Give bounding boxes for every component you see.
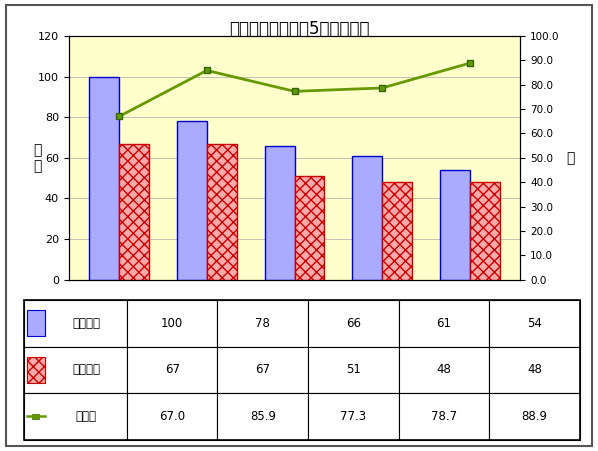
Text: 78.7: 78.7 xyxy=(431,410,457,423)
Text: 85.9: 85.9 xyxy=(250,410,276,423)
Text: 51: 51 xyxy=(346,364,361,376)
Text: 48: 48 xyxy=(527,364,542,376)
Text: 67.0: 67.0 xyxy=(159,410,185,423)
Y-axis label: 率: 率 xyxy=(566,151,575,165)
Text: 検挙件数: 検挙件数 xyxy=(72,364,100,376)
Text: 67: 67 xyxy=(255,364,270,376)
Bar xyxy=(89,77,119,280)
Bar xyxy=(382,182,412,280)
Text: 12月末: 12月末 xyxy=(280,324,309,337)
Text: 88.9: 88.9 xyxy=(521,410,548,423)
Text: 12月末: 12月末 xyxy=(368,324,396,337)
Text: 平成25年: 平成25年 xyxy=(101,308,137,321)
Text: 54: 54 xyxy=(527,317,542,330)
Bar xyxy=(352,156,382,280)
Bar xyxy=(470,182,500,280)
Text: 66: 66 xyxy=(346,317,361,330)
Bar xyxy=(440,170,470,280)
Text: 12月末: 12月末 xyxy=(193,324,221,337)
Y-axis label: 件
数: 件 数 xyxy=(33,143,41,173)
Text: 認知・検挙の過去5箇年の推移: 認知・検挙の過去5箇年の推移 xyxy=(229,20,369,38)
Bar xyxy=(119,143,149,280)
Text: 12月末: 12月末 xyxy=(105,324,133,337)
Bar xyxy=(177,121,207,280)
Text: 認知件数: 認知件数 xyxy=(72,317,100,330)
Text: 78: 78 xyxy=(255,317,270,330)
Text: 平成27年: 平成27年 xyxy=(276,308,313,321)
Text: 平成26年: 平成26年 xyxy=(189,308,225,321)
Text: 77.3: 77.3 xyxy=(340,410,367,423)
Text: 12月末: 12月末 xyxy=(456,324,484,337)
Text: 61: 61 xyxy=(437,317,451,330)
Text: 67: 67 xyxy=(164,364,179,376)
Text: 平成29年: 平成29年 xyxy=(452,308,488,321)
Text: 検挙率: 検挙率 xyxy=(75,410,97,423)
Bar xyxy=(207,143,237,280)
Text: 100: 100 xyxy=(161,317,183,330)
Bar xyxy=(294,176,324,280)
Text: 平成28年: 平成28年 xyxy=(364,308,400,321)
Bar xyxy=(265,146,295,280)
Text: 48: 48 xyxy=(437,364,451,376)
